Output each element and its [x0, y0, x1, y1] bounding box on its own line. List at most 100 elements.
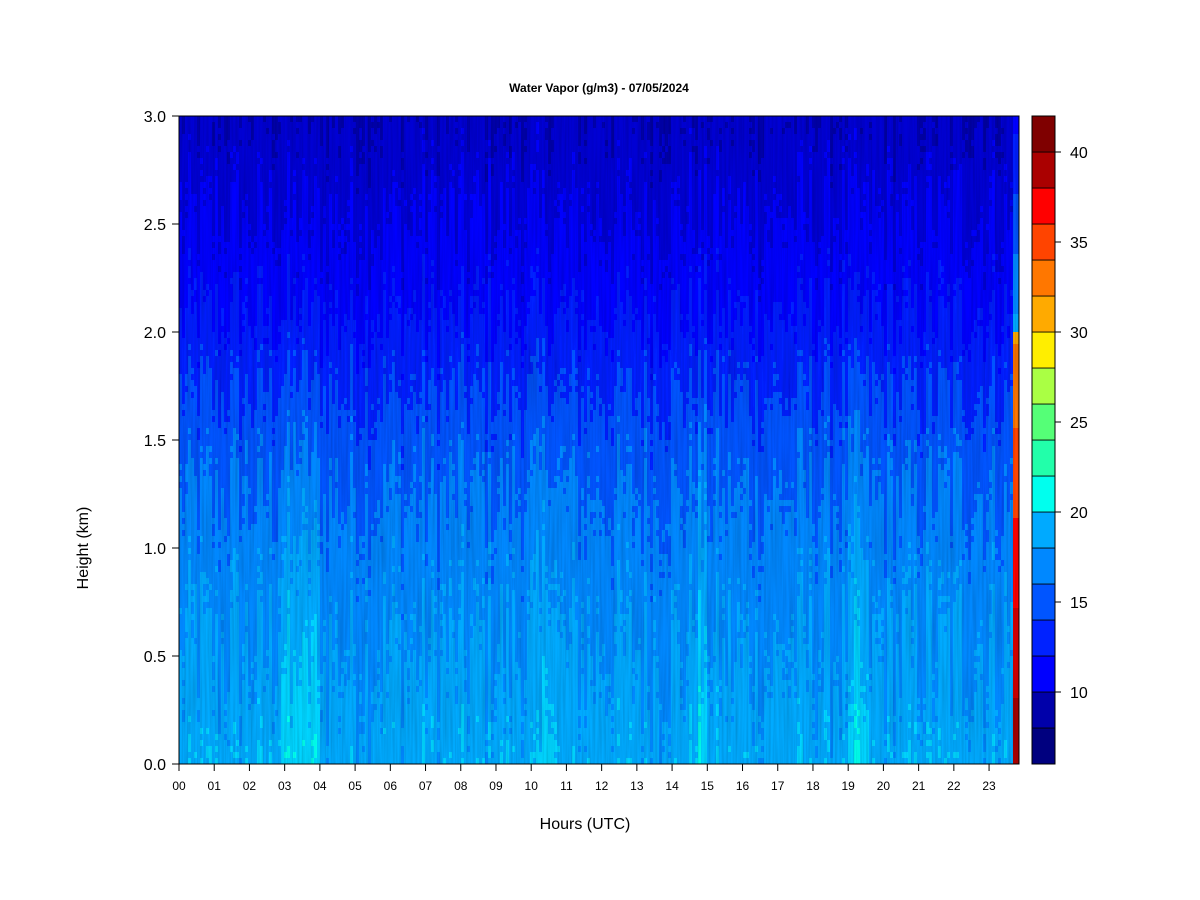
- heatmap-cell: [263, 218, 267, 225]
- heatmap-cell: [209, 176, 213, 183]
- heatmap-cell: [242, 536, 246, 543]
- heatmap-cell: [251, 530, 255, 537]
- heatmap-cell: [194, 470, 198, 477]
- heatmap-cell: [275, 578, 279, 585]
- heatmap-cell: [242, 488, 246, 495]
- heatmap-cell: [233, 404, 237, 411]
- heatmap-cell: [227, 278, 231, 285]
- heatmap-cell: [236, 338, 240, 345]
- heatmap-cell: [254, 590, 258, 597]
- heatmap-cell: [245, 728, 249, 735]
- heatmap-cell: [302, 278, 306, 285]
- heatmap-cell: [206, 386, 210, 393]
- heatmap-cell: [302, 668, 306, 675]
- heatmap-cell: [266, 698, 270, 705]
- heatmap-cell: [191, 512, 195, 519]
- heatmap-cell: [287, 620, 291, 627]
- heatmap-cell: [242, 632, 246, 639]
- heatmap-cell: [290, 662, 294, 669]
- heatmap-cell: [227, 512, 231, 519]
- heatmap-cell: [299, 536, 303, 543]
- heatmap-cell: [269, 428, 273, 435]
- heatmap-cell: [284, 716, 288, 723]
- heatmap-cell: [191, 722, 195, 729]
- heatmap-cell: [263, 596, 267, 603]
- heatmap-cell: [308, 140, 312, 147]
- heatmap-cell: [293, 236, 297, 243]
- heatmap-cell: [248, 404, 252, 411]
- heatmap-cell: [218, 464, 222, 471]
- heatmap-cell: [263, 674, 267, 681]
- heatmap-cell: [257, 686, 261, 693]
- heatmap-cell: [191, 386, 195, 393]
- heatmap-cell: [281, 254, 285, 261]
- heatmap-cell: [248, 386, 252, 393]
- heatmap-cell: [194, 512, 198, 519]
- heatmap-cell: [308, 632, 312, 639]
- heatmap-cell: [311, 350, 315, 357]
- heatmap-cell: [281, 128, 285, 135]
- heatmap-cell: [221, 680, 225, 687]
- heatmap-cell: [200, 620, 204, 627]
- heatmap-cell: [215, 416, 219, 423]
- heatmap-cell: [227, 344, 231, 351]
- heatmap-cell: [236, 116, 240, 123]
- heatmap-cell: [188, 260, 192, 267]
- heatmap-cell: [191, 326, 195, 333]
- heatmap-cell: [212, 530, 216, 537]
- heatmap-cell: [278, 188, 282, 195]
- heatmap-cell: [299, 566, 303, 573]
- heatmap-cell: [290, 158, 294, 165]
- heatmap-cell: [197, 626, 201, 633]
- heatmap-cell: [233, 446, 237, 453]
- heatmap-cell: [305, 302, 309, 309]
- heatmap-cell: [233, 230, 237, 237]
- heatmap-cell: [305, 620, 309, 627]
- heatmap-cell: [311, 248, 315, 255]
- heatmap-cell: [218, 152, 222, 159]
- heatmap-cell: [287, 248, 291, 255]
- heatmap-cell: [275, 326, 279, 333]
- heatmap-cell: [218, 386, 222, 393]
- heatmap-cell: [206, 380, 210, 387]
- heatmap-cell: [266, 746, 270, 753]
- heatmap-cell: [251, 380, 255, 387]
- heatmap-cell: [299, 314, 303, 321]
- heatmap-cell: [194, 632, 198, 639]
- heatmap-cell: [188, 332, 192, 339]
- heatmap-cell: [284, 272, 288, 279]
- heatmap-cell: [311, 470, 315, 477]
- heatmap-cell: [188, 476, 192, 483]
- heatmap-cell: [299, 686, 303, 693]
- heatmap-cell: [296, 350, 300, 357]
- heatmap-cell: [305, 128, 309, 135]
- heatmap-cell: [275, 272, 279, 279]
- heatmap-cell: [248, 542, 252, 549]
- heatmap-cell: [290, 122, 294, 129]
- heatmap-cell: [296, 488, 300, 495]
- heatmap-cell: [281, 374, 285, 381]
- heatmap-cell: [230, 194, 234, 201]
- heatmap-cell: [254, 380, 258, 387]
- heatmap-cell: [317, 116, 321, 123]
- heatmap-cell: [182, 680, 186, 687]
- heatmap-cell: [275, 116, 279, 123]
- heatmap-cell: [191, 470, 195, 477]
- heatmap-cell: [203, 518, 207, 525]
- heatmap-cell: [206, 566, 210, 573]
- heatmap-cell: [254, 728, 258, 735]
- heatmap-cell: [200, 386, 204, 393]
- heatmap-cell: [218, 548, 222, 555]
- heatmap-cell: [254, 602, 258, 609]
- heatmap-cell: [182, 704, 186, 711]
- heatmap-cell: [266, 614, 270, 621]
- heatmap-cell: [278, 662, 282, 669]
- heatmap-cell: [284, 284, 288, 291]
- heatmap-cell: [296, 380, 300, 387]
- heatmap-cell: [239, 542, 243, 549]
- heatmap-cell: [203, 278, 207, 285]
- heatmap-cell: [281, 158, 285, 165]
- heatmap-cell: [314, 374, 318, 381]
- heatmap-cell: [302, 314, 306, 321]
- heatmap-cell: [287, 182, 291, 189]
